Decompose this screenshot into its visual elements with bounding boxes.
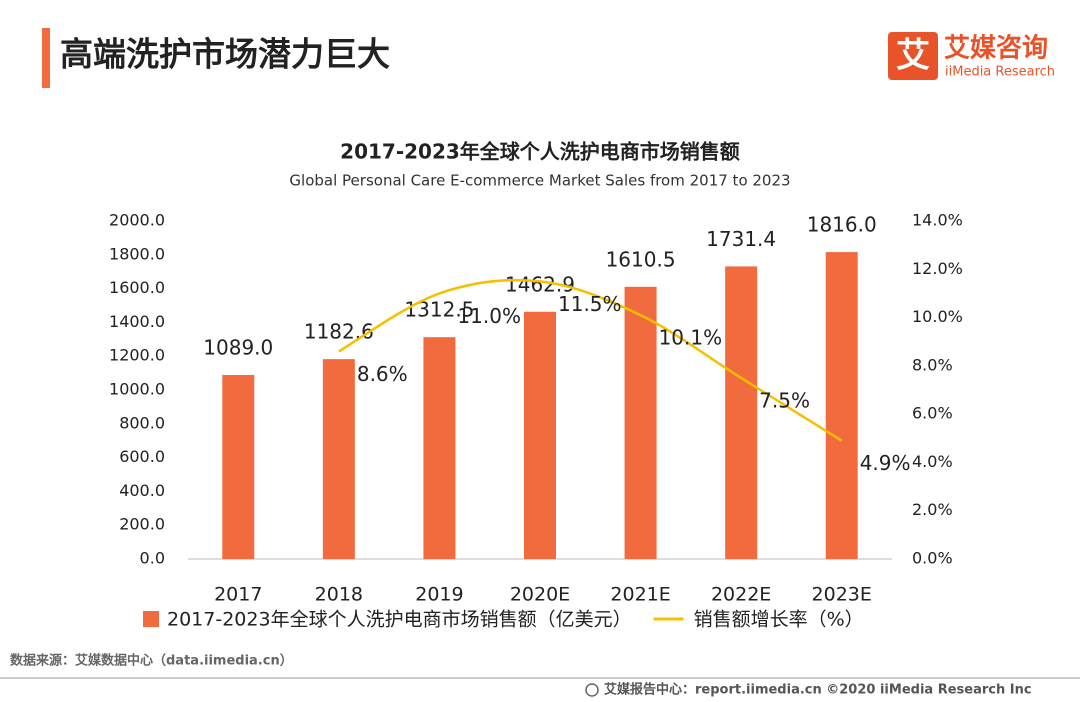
footer-icon: [585, 683, 599, 697]
y-tick-label: 1800.0: [109, 244, 165, 263]
bar: [322, 359, 355, 559]
legend-label: 销售额增长率（%）: [694, 609, 864, 631]
bar-value-label: 1312.5: [404, 298, 474, 322]
y-tick-label: 200.0: [119, 515, 165, 534]
y-tick-label: 600.0: [119, 447, 165, 466]
bar-value-label: 1182.6: [304, 320, 374, 344]
y-tick-label: 1600.0: [109, 278, 165, 297]
y2-tick-label: 4.0%: [912, 452, 953, 471]
x-tick-label: 2021E: [610, 584, 670, 606]
line-value-label: 4.9%: [860, 451, 911, 475]
x-tick-label: 2019: [415, 584, 463, 606]
logo-name-en: iiMedia Research: [945, 65, 1055, 80]
legend-label: 2017-2023年全球个人洗护电商市场销售额（亿美元）: [167, 609, 632, 631]
x-tick-label: 2020E: [510, 584, 570, 606]
x-tick-label: 2017: [214, 584, 262, 606]
source: 数据来源：艾媒数据中心（data.iimedia.cn）: [10, 653, 293, 669]
bar: [423, 337, 456, 559]
y-tick-label: 1400.0: [109, 312, 165, 331]
bar: [524, 311, 556, 559]
y-tick-label: 400.0: [119, 481, 165, 500]
bar-value-label: 1816.0: [807, 213, 877, 237]
y2-tick-label: 6.0%: [912, 404, 953, 423]
logo-mark-bg: [888, 32, 938, 80]
y-tick-label: 0.0: [140, 549, 165, 568]
x-tick-label: 2022E: [711, 584, 771, 606]
y2-tick-label: 14.0%: [912, 211, 963, 230]
growth-line: [338, 278, 843, 442]
bar: [725, 266, 758, 559]
y2-tick-label: 12.0%: [912, 259, 963, 278]
chart-title: 2017-2023年全球个人洗护电商市场销售额: [340, 140, 740, 164]
bar: [825, 252, 858, 559]
bar-value-label: 1089.0: [203, 335, 273, 359]
bar-value-label: 1731.4: [706, 227, 776, 251]
y2-tick-label: 0.0%: [912, 549, 953, 568]
legend-swatch: [143, 611, 159, 627]
line-value-label: 7.5%: [759, 388, 810, 412]
y2-tick-label: 2.0%: [912, 500, 953, 519]
y-tick-label: 800.0: [119, 413, 165, 432]
logo-name: 艾媒咨询: [944, 33, 1048, 64]
line-value-label: 11.0%: [457, 304, 521, 328]
y2-tick-label: 10.0%: [912, 307, 963, 326]
line-value-label: 10.1%: [659, 326, 723, 350]
logo-mark: 艾: [896, 36, 930, 76]
footer: 艾媒报告中心：report.iimedia.cn ©2020 iiMedia R…: [604, 682, 1032, 698]
y-tick-label: 1200.0: [109, 346, 165, 365]
title-accent: [42, 28, 50, 88]
page-title: 高端洗护市场潜力巨大: [60, 35, 390, 74]
y-tick-label: 2000.0: [109, 211, 165, 230]
x-tick-label: 2023E: [812, 584, 872, 606]
bar-value-label: 1610.5: [606, 247, 676, 271]
line-value-label: 11.5%: [558, 292, 622, 316]
x-tick-label: 2018: [315, 584, 363, 606]
bar: [222, 374, 255, 559]
chart-subtitle: Global Personal Care E-commerce Market S…: [289, 172, 790, 190]
y-tick-label: 1000.0: [109, 380, 165, 399]
y2-tick-label: 8.0%: [912, 355, 953, 374]
bar: [624, 286, 657, 559]
line-value-label: 8.6%: [357, 362, 408, 386]
